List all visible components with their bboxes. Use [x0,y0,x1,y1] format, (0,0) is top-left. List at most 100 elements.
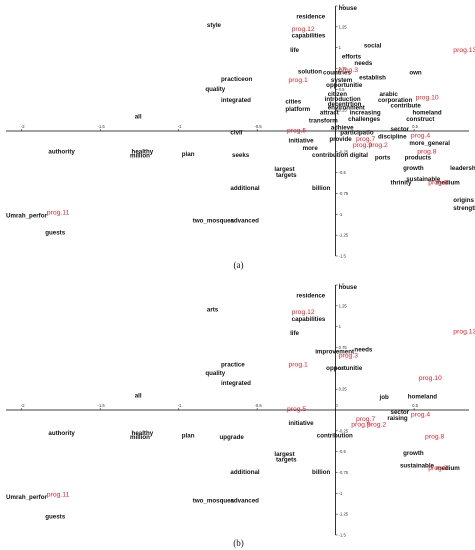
term-label: growth [403,165,424,172]
x-tick-label: -0.5 [255,403,263,408]
term-label: all [135,393,142,400]
term-label: residence [296,293,325,300]
term-label: house [339,5,358,12]
program-label: prog.12 [292,26,315,33]
term-label: largest [274,451,294,458]
term-label: achieve [331,124,354,131]
term-label: own [409,69,422,76]
term-label: platform [285,106,310,113]
program-label: prog.6 [428,465,447,472]
term-label: life [290,47,299,54]
term-label: system [331,77,353,84]
program-label: prog.7 [356,416,375,423]
term-label: homeland [412,109,441,116]
x-tick-label: -1.5 [98,403,106,408]
term-label: challenges [348,116,381,123]
term-label: authority [48,430,75,437]
term-label: homeland [408,393,437,400]
term-label: sector [391,126,410,133]
y-tick-label: 0.5 [339,366,345,371]
x-tick-label: -0.5 [255,124,263,129]
x-tick-label: -1.5 [98,124,106,129]
term-label: leadership [450,165,475,172]
program-label: prog.5 [287,406,306,413]
term-label: job [379,394,389,401]
term-label: initiative [289,138,315,145]
y-tick-label: -1.5 [339,254,347,259]
program-label: prog.9 [353,142,372,149]
term-label: healthy [132,430,154,437]
y-tick-label: 1.5 [339,4,345,9]
term-label: civil [230,129,242,136]
term-label: quality [205,370,225,377]
y-tick-label: 1.25 [339,303,348,308]
panel-caption: (b) [233,538,244,548]
term-label: capabilities [292,316,326,323]
y-tick-label: 0.5 [339,87,345,92]
term-label: additional [230,469,259,476]
term-label: all [135,114,142,121]
x-tick-label: 0.5 [412,403,418,408]
x-tick-label: -1 [178,124,182,129]
chart-panel-b: -2 -1.5 -1 -0.5 0 0.5 1.5 1.25 1 0.75 0.5 0.25 -0.25… [6,283,475,548]
term-label: countries [323,69,351,76]
chart-panel-a: -2 -1.5 -1 -0.5 0 0.5 1.5 1.25 1 0.75 0.5 0.25 -0.25… [6,4,475,270]
program-label: prog.4 [411,133,430,140]
term-label: integrated [221,380,251,387]
y-tick-label: -0.25 [339,149,349,154]
term-label: largest [274,166,294,173]
term-label: healthy [132,149,154,156]
term-label: transform [309,118,338,125]
program-label: prog.9 [351,422,370,429]
y-tick-label: 0.25 [339,387,348,392]
term-label: strength [453,205,475,212]
term-label: advanced [230,218,259,225]
term-label: residence [296,14,325,21]
term-label: advanced [230,498,259,505]
program-label: prog.7 [356,136,375,143]
x-tick-label: 0 [335,403,338,408]
term-label: arts [207,307,219,314]
program-label: prog.5 [287,128,306,135]
term-label: million [130,153,150,160]
term-label: additional [230,185,259,192]
term-label: billion [312,469,330,476]
y-tick-label: -1.25 [339,233,349,238]
term-label: environment [328,104,365,111]
term-label: practiceon [221,76,253,83]
term-label: sustainable [400,463,435,470]
term-label: growth [403,450,424,457]
term-label: contribution [312,152,348,159]
program-label: prog.12 [292,309,315,316]
x-tick-label: 0.5 [412,124,418,129]
term-label: establish [359,74,386,81]
term-label: citizen [328,91,347,98]
term-label: products [405,154,432,161]
term-label: capabilities [292,33,326,40]
program-label: prog.3 [339,67,358,74]
y-tick-label: -1.25 [339,512,349,517]
term-label: seeks [232,152,250,159]
term-label: more_general [409,140,450,147]
y-tick-label: 1.5 [339,283,345,288]
y-tick-label: 0.25 [339,108,348,113]
y-tick-label: -0.5 [339,170,347,175]
y-tick-label: -0.25 [339,428,349,433]
term-label: sustainable [406,176,441,183]
term-label: guests [45,513,66,520]
term-label: practice [221,362,245,369]
term-label: solution [298,69,322,76]
program-label: prog.8 [425,433,444,440]
term-label: thrinity [391,179,413,186]
term-label: corporation [378,97,413,104]
term-label: targets [276,172,297,179]
term-label: billion [312,185,330,192]
term-label: contribute [391,103,422,110]
program-label: prog.6 [428,179,447,186]
term-label: upgrade [219,434,244,441]
term-label: cities [285,99,301,106]
term-label: ports [375,154,391,161]
x-tick-label: -1 [178,403,182,408]
term-label: quality [205,86,225,93]
